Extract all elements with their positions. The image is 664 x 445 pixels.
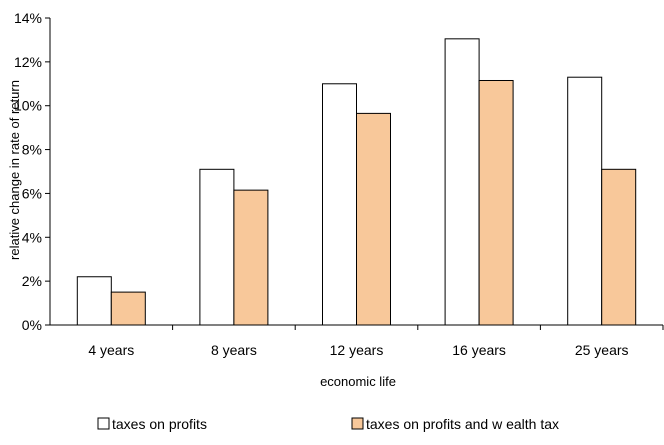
bar-taxes-on-profits-and-wealth-tax [110, 291, 146, 326]
bar-taxes-on-profits [199, 168, 235, 326]
bar-taxes-on-profits [322, 83, 357, 326]
y-axis-label: relative change in rate of return [7, 80, 22, 260]
legend: taxes on profits taxes on profits and w e… [97, 416, 559, 432]
y-tick-label: 8% [22, 142, 42, 158]
bar-taxes-on-profits [444, 38, 480, 326]
bar-taxes-on-profits-and-wealth-tax [233, 189, 269, 326]
y-tick-label: 4% [22, 229, 42, 245]
legend-swatch [97, 417, 110, 430]
bar-taxes-on-profits [567, 76, 603, 326]
bar-taxes-on-profits-and-wealth-tax [601, 168, 637, 326]
x-tick-label: 8 years [211, 342, 257, 358]
x-tick-label: 25 years [575, 342, 629, 358]
x-tick-label: 16 years [452, 342, 506, 358]
axes [45, 17, 664, 330]
y-tick-label: 12% [14, 54, 42, 70]
tick-labels: 0% 2% 4% 6% 8% 10% 12% 14% 4 years 8 years 12 year… [14, 10, 629, 358]
bar-taxes-on-profits-and-wealth-tax [356, 112, 391, 326]
bar-taxes-on-profits-and-wealth-tax [478, 79, 514, 326]
bar-taxes-on-profits [76, 276, 112, 326]
y-tick-label: 10% [14, 98, 42, 114]
y-tick-label: 2% [22, 273, 42, 289]
bars [76, 38, 637, 326]
x-axis-label: economic life [320, 374, 396, 389]
y-tick-label: 0% [22, 317, 42, 333]
x-tick-label: 12 years [330, 342, 384, 358]
x-tick-label: 4 years [88, 342, 134, 358]
y-tick-label: 6% [22, 185, 42, 201]
y-tick-label: 14% [14, 10, 42, 26]
legend-label: taxes on profits [112, 416, 207, 432]
legend-label: taxes on profits and w ealth tax [366, 416, 559, 432]
legend-swatch [351, 417, 364, 430]
